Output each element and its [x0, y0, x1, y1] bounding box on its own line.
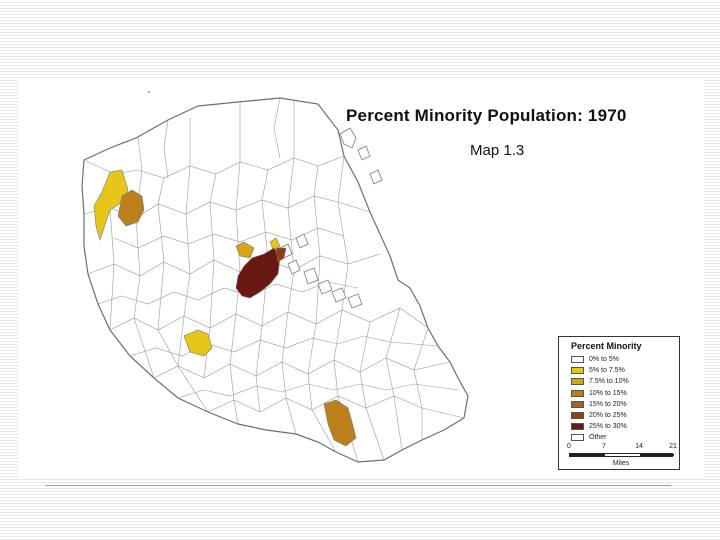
legend-swatch-0 — [571, 356, 584, 364]
legend-item: 0% to 5% — [571, 354, 629, 365]
legend-items: 0% to 5% 5% to 7.5% 7.5% to 10% 10% to 1… — [571, 354, 629, 444]
legend-title: Percent Minority — [571, 341, 642, 351]
scale-tick-2: 14 — [635, 443, 643, 450]
region-outline — [81, 97, 469, 463]
scale-segment — [570, 454, 605, 456]
scale-tick-3: 21 — [669, 443, 677, 450]
map-title: Percent Minority Population: 1970 — [346, 106, 627, 125]
town-northwest-light-brown — [117, 189, 145, 227]
legend-item: Other — [571, 432, 629, 443]
town-central-dark-red — [235, 247, 281, 299]
scale-bar: 0 7 14 21 Miles — [567, 443, 677, 469]
legend-swatch-6 — [571, 423, 584, 431]
scale-tick-1: 7 — [602, 443, 606, 450]
legend-swatch-3 — [571, 389, 584, 397]
scale-segment — [640, 454, 674, 456]
scale-tick-0: 0 — [567, 443, 571, 450]
legend-swatch-4 — [571, 400, 584, 408]
legend-label-4: 15% to 20% — [589, 400, 627, 408]
legend-swatch-1 — [571, 367, 584, 375]
legend-item: 10% to 15% — [571, 388, 629, 399]
map-subtitle: Map 1.3 — [470, 142, 525, 159]
legend-item: 7.5% to 10% — [571, 376, 629, 387]
legend-label-6: 25% to 30% — [589, 423, 627, 431]
legend-item: 20% to 25% — [571, 410, 629, 421]
legend-item: 5% to 7.5% — [571, 365, 629, 376]
legend-label-3: 10% to 15% — [589, 389, 627, 397]
town-southwest-yellow — [183, 329, 213, 357]
legend-item: 25% to 30% — [571, 421, 629, 432]
legend-label-7: Other — [589, 434, 607, 442]
legend-swatch-2 — [571, 378, 584, 386]
scale-unit: Miles — [612, 460, 630, 467]
legend-label-5: 20% to 25% — [589, 412, 627, 420]
legend-label-2: 7.5% to 10% — [589, 378, 629, 386]
town-boundaries — [83, 97, 465, 463]
legend-swatch-5 — [571, 412, 584, 420]
town-central-red — [275, 247, 287, 263]
map-legend: Percent Minority 0% to 5% 5% to 7.5% 7.5… — [558, 336, 680, 470]
slide-frame: Percent Minority Population: 1970 Map 1.… — [18, 78, 704, 478]
map-dot — [148, 91, 150, 93]
scale-bar-graphic — [569, 453, 674, 457]
town-northwest-yellow — [93, 169, 129, 242]
footer-rule — [46, 485, 671, 486]
legend-label-0: 0% to 5% — [589, 356, 619, 364]
legend-swatch-7 — [571, 434, 584, 442]
region-map — [81, 91, 469, 463]
town-central-amber — [235, 241, 255, 259]
legend-label-1: 5% to 7.5% — [589, 367, 625, 375]
town-southeast-light-brown — [323, 399, 357, 447]
legend-item: 15% to 20% — [571, 399, 629, 410]
